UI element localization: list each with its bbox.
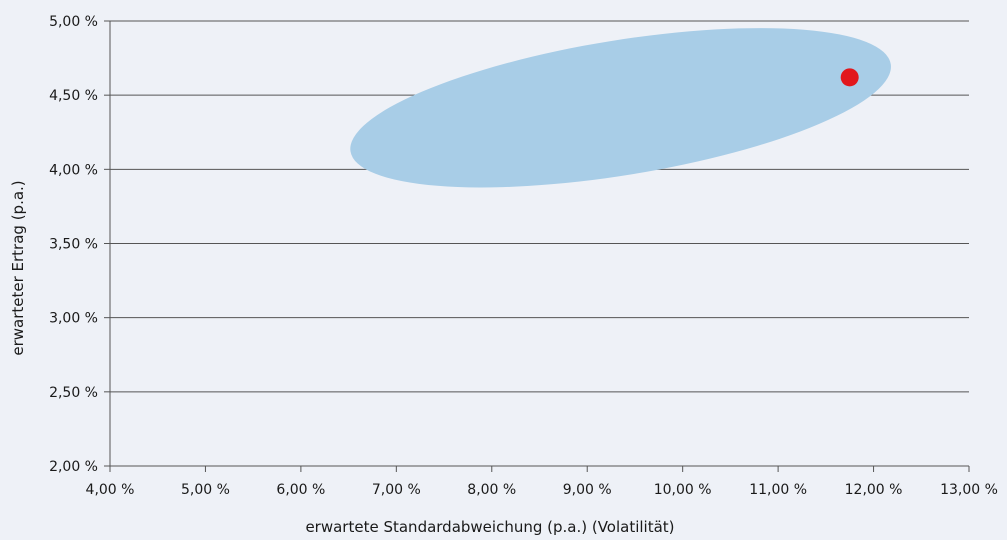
- x-tick-label: 6,00 %: [276, 482, 325, 498]
- x-tick-label: 4,00 %: [86, 482, 135, 498]
- x-tick-labels: 4,00 % 5,00 % 6,00 % 7,00 % 8,00 % 9,00 % 10,0…: [86, 482, 998, 498]
- x-tick-label: 13,00 %: [940, 482, 998, 498]
- range-ellipse: [350, 28, 891, 188]
- x-tick-label: 8,00 %: [467, 482, 516, 498]
- x-axis-title: erwartete Standardabweichung (p.a.) (Vol…: [305, 518, 674, 536]
- x-tick-label: 12,00 %: [845, 482, 903, 498]
- y-axis-title: erwarteter Ertrag (p.a.): [9, 180, 27, 355]
- y-tick-label: 2,00 %: [49, 459, 98, 475]
- y-tick-label: 2,50 %: [49, 385, 98, 401]
- data-points: [840, 68, 859, 87]
- x-tick-label: 10,00 %: [654, 482, 712, 498]
- y-tick-label: 3,00 %: [49, 311, 98, 327]
- y-tick-label: 5,00 %: [49, 14, 98, 30]
- y-tick-labels: 2,00 % 2,50 % 3,00 % 3,50 % 4,00 % 4,50 % 5,00…: [49, 14, 98, 475]
- x-tick-label: 7,00 %: [372, 482, 421, 498]
- axes: [104, 20, 970, 472]
- x-tick-label: 9,00 %: [563, 482, 612, 498]
- y-tick-label: 4,00 %: [49, 162, 98, 178]
- y-tick-label: 4,50 %: [49, 88, 98, 104]
- data-point: [840, 68, 859, 87]
- x-tick-label: 11,00 %: [749, 482, 807, 498]
- y-tick-label: 3,50 %: [49, 237, 98, 253]
- region-layer: [350, 28, 891, 188]
- x-tick-label: 5,00 %: [181, 482, 230, 498]
